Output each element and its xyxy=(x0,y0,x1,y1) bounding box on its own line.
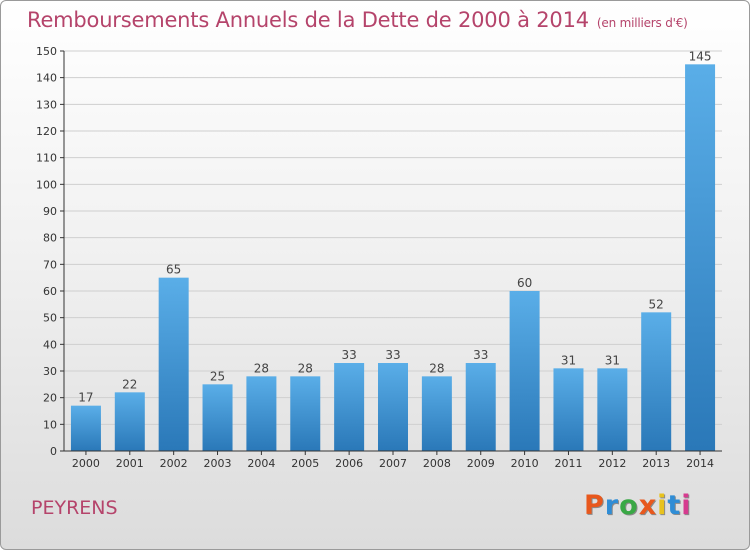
y-tick-label: 0 xyxy=(50,445,57,458)
x-tick-label: 2008 xyxy=(423,457,451,470)
y-tick-label: 50 xyxy=(43,312,57,325)
data-label-2001: 22 xyxy=(122,377,137,391)
data-label-2007: 33 xyxy=(385,348,400,362)
logo-letter: P xyxy=(584,490,605,521)
data-label-2000: 17 xyxy=(78,391,93,405)
x-tick-label: 2002 xyxy=(160,457,188,470)
logo-letter: i xyxy=(657,490,668,521)
y-tick-label: 130 xyxy=(36,98,57,111)
bar-2009 xyxy=(465,363,496,451)
x-tick-label: 2010 xyxy=(511,457,539,470)
data-label-2014: 145 xyxy=(689,49,712,63)
data-label-2006: 33 xyxy=(341,348,356,362)
data-label-2005: 28 xyxy=(298,361,313,375)
y-tick-label: 120 xyxy=(36,125,57,138)
y-tick-label: 30 xyxy=(43,365,57,378)
chart-title-text: Remboursements Annuels de la Dette de 20… xyxy=(27,8,589,32)
data-label-2012: 31 xyxy=(605,353,620,367)
y-tick-label: 20 xyxy=(43,392,57,405)
bar-2010 xyxy=(509,291,540,451)
bar-2013 xyxy=(641,312,672,451)
logo-letter: x xyxy=(638,490,658,521)
logo-letter: r xyxy=(604,490,620,521)
y-tick-label: 10 xyxy=(43,418,57,431)
x-tick-label: 2012 xyxy=(598,457,626,470)
x-tick-label: 2007 xyxy=(379,457,407,470)
axes: 0 10 20 30 40 50 60 70 80 90 100 110 120 130 140 150 200… xyxy=(36,45,722,470)
x-tick-label: 2009 xyxy=(467,457,495,470)
data-label-2011: 31 xyxy=(561,353,576,367)
bar-2005 xyxy=(290,376,321,451)
y-tick-label: 110 xyxy=(36,152,57,165)
bar-2014 xyxy=(685,64,716,452)
bar-2003 xyxy=(202,384,233,451)
bar-2004 xyxy=(246,376,277,451)
data-labels: 17 22 65 25 28 28 33 33 28 33 60 31 31 52 145 xyxy=(78,49,711,404)
data-label-2009: 33 xyxy=(473,348,488,362)
bar-2001 xyxy=(114,392,145,451)
y-tick-label: 60 xyxy=(43,285,57,298)
y-tick-label: 80 xyxy=(43,232,57,245)
proxiti-logo[interactable]: Proxiti xyxy=(584,490,692,521)
x-tick-label: 2004 xyxy=(247,457,275,470)
bar-2008 xyxy=(421,376,452,451)
bar-2007 xyxy=(378,363,408,451)
bar-2000 xyxy=(70,405,101,451)
x-tick-label: 2000 xyxy=(72,457,100,470)
data-label-2004: 28 xyxy=(254,361,269,375)
x-tick-label: 2014 xyxy=(686,457,714,470)
x-tick-label: 2006 xyxy=(335,457,363,470)
y-tick-label: 100 xyxy=(36,178,57,191)
data-label-2013: 52 xyxy=(649,297,664,311)
bar-2011 xyxy=(553,368,584,451)
bar-2002 xyxy=(158,277,189,451)
chart-unit: (en milliers d'€) xyxy=(596,16,688,30)
y-tick-label: 150 xyxy=(36,45,57,58)
logo-letter: t xyxy=(667,490,682,521)
x-tick-label: 2011 xyxy=(554,457,582,470)
y-tick-label: 140 xyxy=(36,72,57,85)
logo-letter: o xyxy=(619,490,639,521)
data-label-2003: 25 xyxy=(210,369,225,383)
bars xyxy=(70,64,716,452)
data-label-2002: 65 xyxy=(166,263,181,277)
y-tick-label: 40 xyxy=(43,338,57,351)
x-tick-label: 2003 xyxy=(204,457,232,470)
bar-2012 xyxy=(597,368,628,451)
bar-2006 xyxy=(334,363,365,451)
x-tick-label: 2005 xyxy=(291,457,319,470)
data-label-2008: 28 xyxy=(429,361,444,375)
logo-letter: i xyxy=(681,490,692,521)
y-tick-label: 90 xyxy=(43,205,57,218)
y-tick-label: 70 xyxy=(43,258,57,271)
commune-name: PEYRENS xyxy=(31,497,118,519)
chart-title: Remboursements Annuels de la Dette de 20… xyxy=(27,8,688,32)
data-label-2010: 60 xyxy=(517,276,532,290)
x-tick-label: 2013 xyxy=(642,457,670,470)
x-tick-label: 2001 xyxy=(116,457,144,470)
